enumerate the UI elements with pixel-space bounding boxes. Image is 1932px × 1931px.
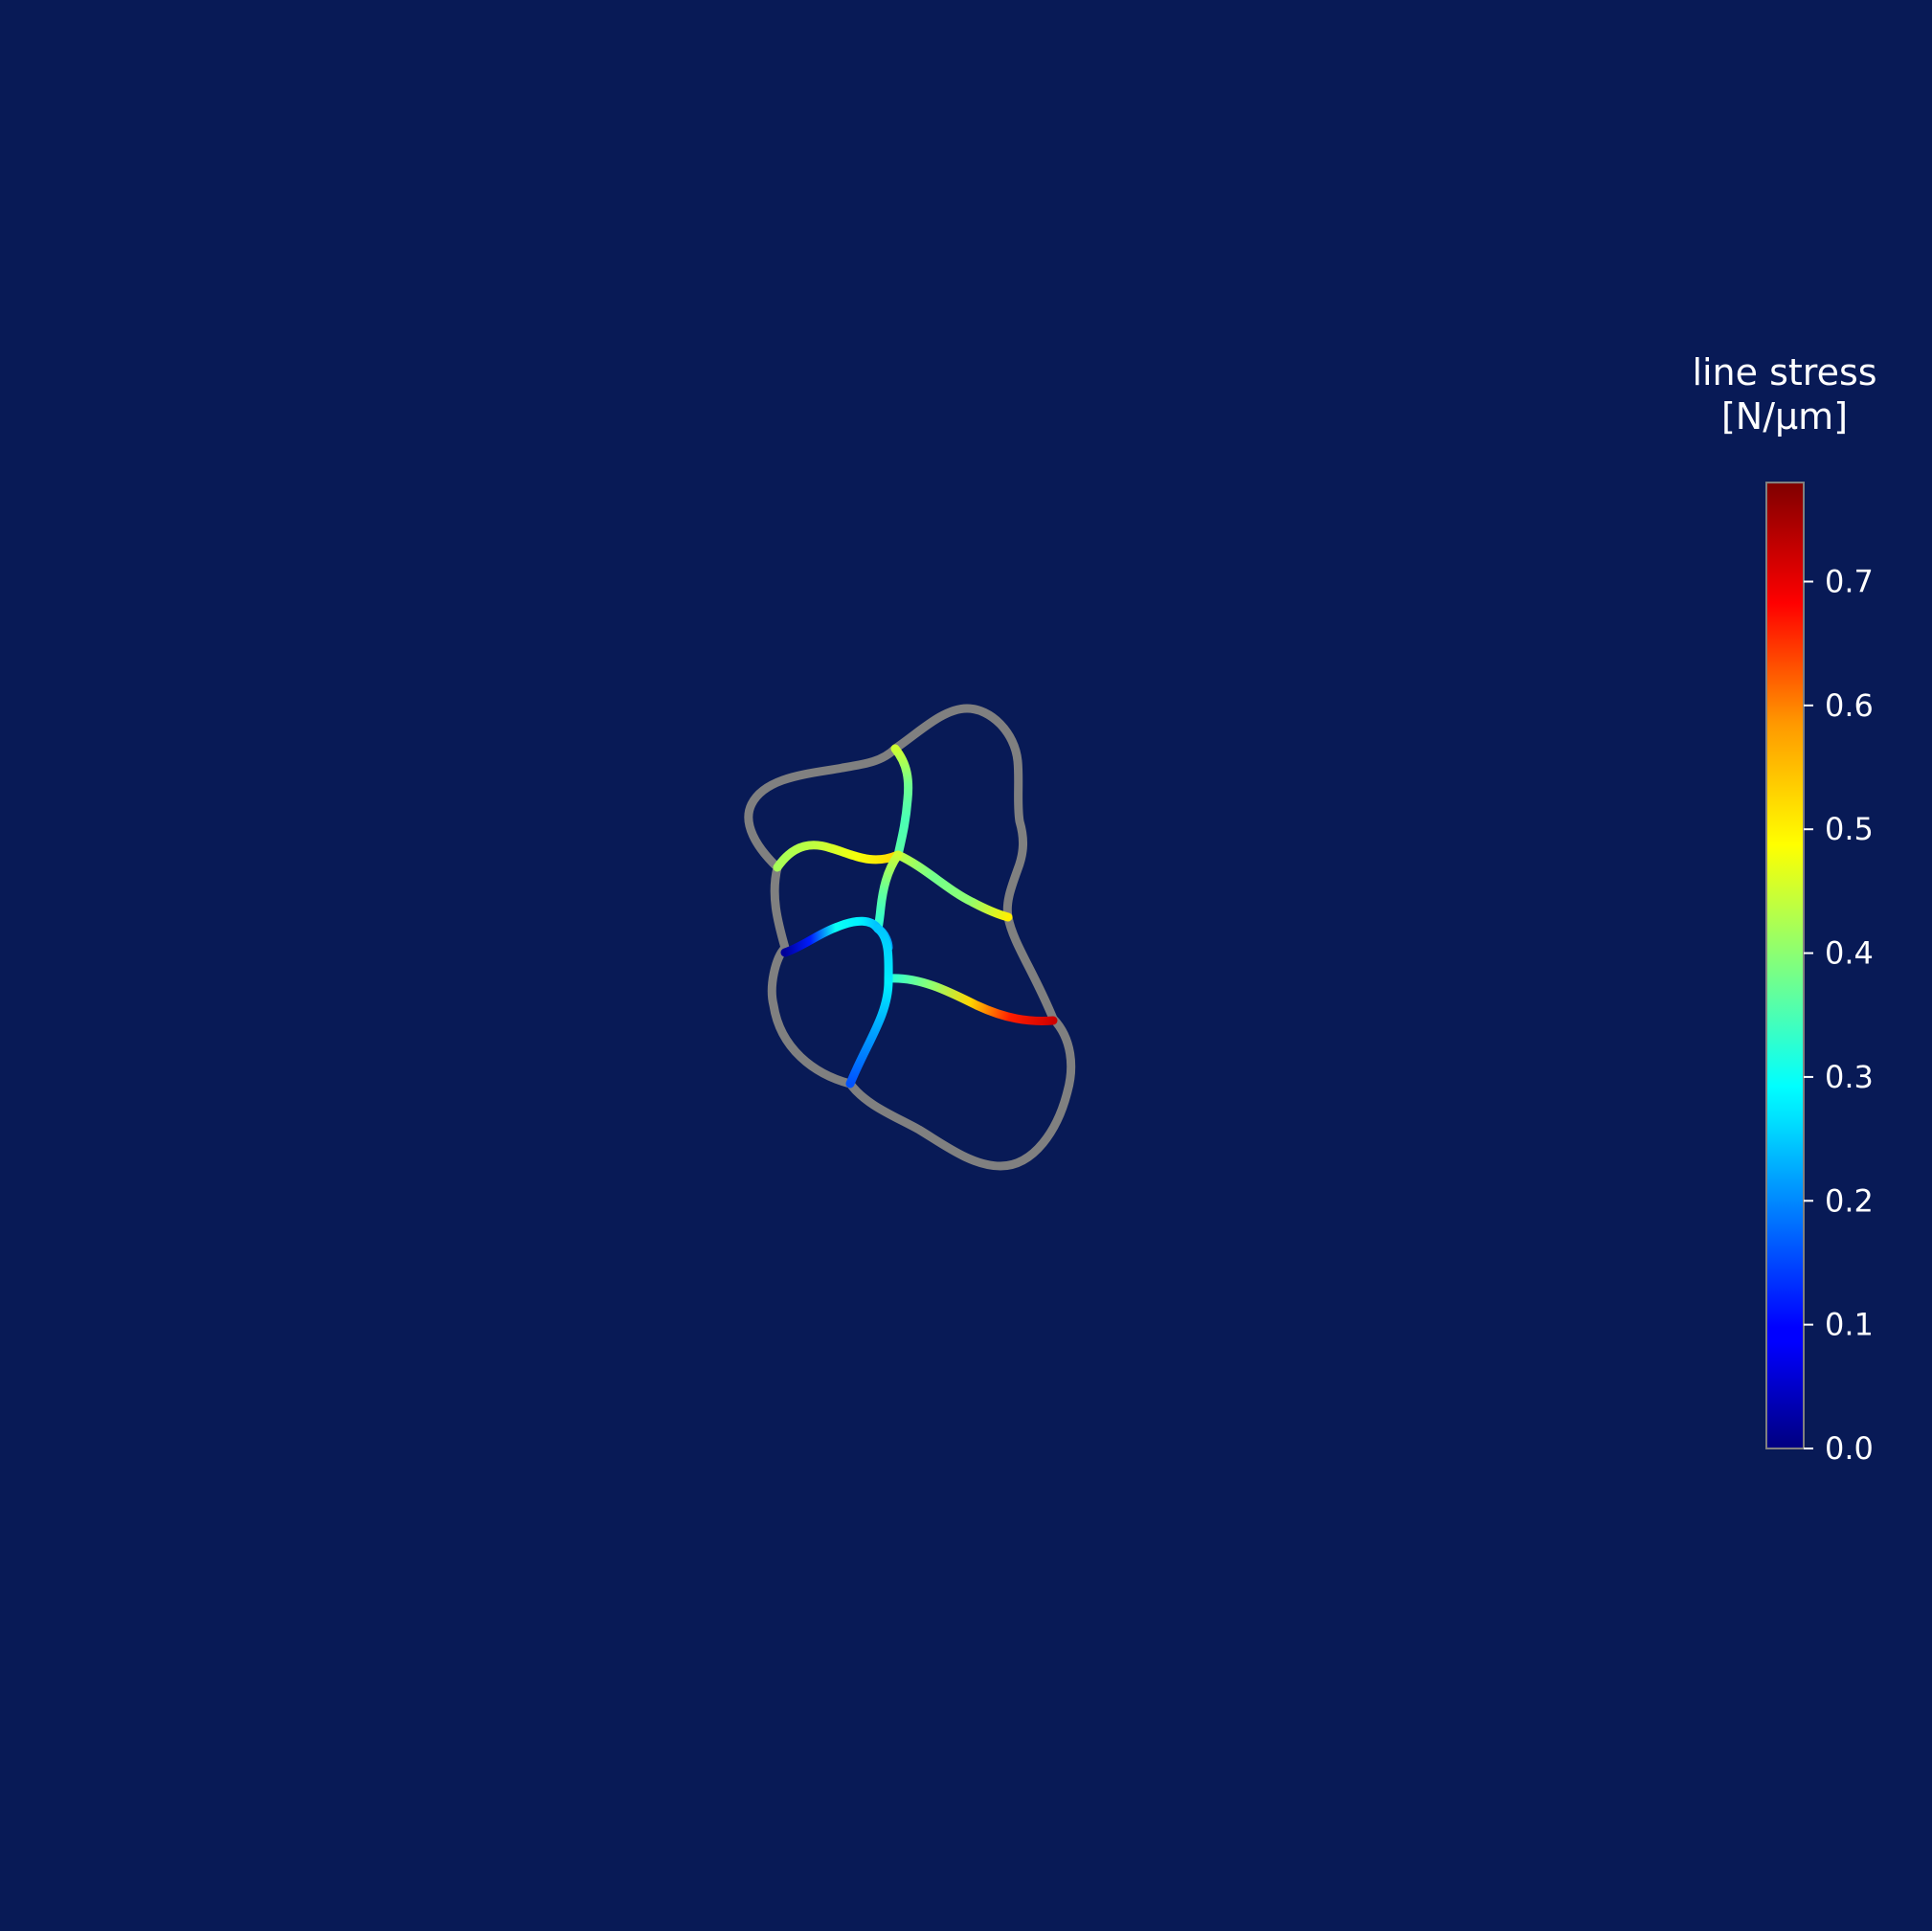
edge-upper-right-diagonal (893, 850, 1013, 922)
colorbar-ticks: 0.0 0.1 0.2 0.3 0.4 0.5 0.6 0.7 (1804, 563, 1874, 1467)
edge-lower-right-horizontal (884, 974, 1058, 1025)
colorbar-title-line-2: [N/µm] (1721, 395, 1848, 438)
colorbar-tick-label: 0.1 (1825, 1307, 1874, 1343)
cell-network (744, 704, 1076, 1171)
colorbar-gradient (1765, 482, 1805, 1449)
colorbar: line stress [N/µm] 0.0 0.1 0.2 0.3 0.4 0.5 0.6… (1692, 351, 1876, 1467)
colorbar-tick-label: 0.5 (1825, 811, 1874, 847)
boundary-outline (744, 704, 1076, 1171)
colorbar-tick-label: 0.2 (1825, 1182, 1874, 1219)
edge-upper-left-horizontal (773, 841, 903, 872)
edge-top-vertical (890, 744, 913, 860)
colorbar-tick-label: 0.4 (1825, 935, 1874, 972)
colorbar-title-line-1: line stress (1692, 351, 1876, 393)
colorbar-tick-label: 0.7 (1825, 563, 1874, 599)
colorbar-tick-label: 0.3 (1825, 1059, 1874, 1095)
colorbar-tick-label: 0.6 (1825, 687, 1874, 724)
edge-lower-vertical (845, 924, 893, 1089)
colorbar-tick-label: 0.0 (1825, 1430, 1874, 1467)
